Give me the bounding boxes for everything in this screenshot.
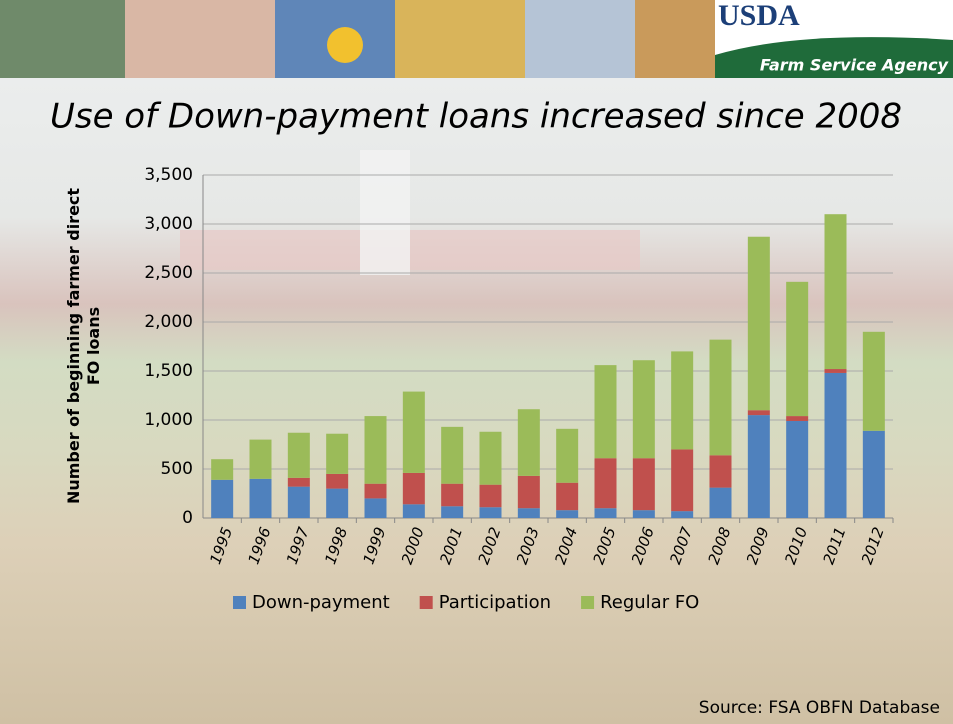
bar-segment xyxy=(748,237,770,410)
y-tick-label: 2,500 xyxy=(144,263,193,283)
legend-label: Participation xyxy=(439,592,551,613)
y-tick-label: 3,000 xyxy=(144,214,193,234)
slide: USDA Farm Service Agency Use of Down-pay… xyxy=(0,0,953,724)
bar-segment xyxy=(556,429,578,483)
bar-segment xyxy=(671,449,693,511)
y-tick-label: 1,500 xyxy=(144,361,193,381)
bar-segment xyxy=(441,506,463,518)
bar-segment xyxy=(710,488,732,518)
bar-segment xyxy=(326,474,348,489)
bar-segment xyxy=(365,416,387,484)
bar-segment xyxy=(825,369,847,373)
bar-segment xyxy=(825,373,847,518)
y-tick-label: 3,500 xyxy=(144,165,193,185)
bar-segment xyxy=(710,340,732,456)
bar-segment xyxy=(786,282,808,416)
bar-segment xyxy=(211,459,233,480)
banner-pigs xyxy=(125,0,275,78)
bar-segment xyxy=(595,365,617,458)
logo: USDA xyxy=(718,0,800,32)
bar-segment xyxy=(441,484,463,507)
bar-segment xyxy=(595,458,617,508)
banner-money xyxy=(0,0,125,78)
bar-segment xyxy=(480,485,502,508)
chart-title: Use of Down-payment loans increased sinc… xyxy=(50,97,902,137)
legend-label: Down-payment xyxy=(252,592,390,613)
bar-segment xyxy=(403,473,425,504)
bar-segment xyxy=(326,489,348,518)
bar-segment xyxy=(403,504,425,518)
bar-segment xyxy=(633,360,655,458)
bar-segment xyxy=(403,392,425,473)
y-tick-label: 500 xyxy=(161,459,193,479)
bar-segment xyxy=(441,427,463,484)
agency: Farm Service Agency xyxy=(760,56,949,75)
y-tick-label: 0 xyxy=(182,508,193,528)
bar-segment xyxy=(595,508,617,518)
bar-segment xyxy=(480,432,502,485)
bar-segment xyxy=(250,479,272,518)
bar-segment xyxy=(518,476,540,508)
y-tick-label: 1,000 xyxy=(144,410,193,430)
bar-segment xyxy=(863,332,885,431)
bar-segment xyxy=(556,510,578,518)
source: Source: FSA OBFN Database xyxy=(699,698,940,718)
bar-segment xyxy=(288,478,310,487)
bar-segment xyxy=(211,480,233,518)
bar-segment xyxy=(863,431,885,518)
bar-segment xyxy=(671,351,693,449)
banner: USDA Farm Service Agency xyxy=(0,0,953,78)
legend-swatch xyxy=(233,596,246,609)
silo xyxy=(360,150,410,275)
bar-segment xyxy=(786,421,808,518)
bar-segment xyxy=(748,415,770,518)
bar-segment xyxy=(671,511,693,518)
bar-segment xyxy=(288,433,310,478)
banner-wheat xyxy=(395,0,525,78)
bar-segment xyxy=(518,409,540,476)
bar-segment xyxy=(556,483,578,510)
bar-segment xyxy=(288,487,310,518)
bar-segment xyxy=(326,434,348,474)
bar-segment xyxy=(786,416,808,421)
legend-swatch xyxy=(420,596,433,609)
bar-segment xyxy=(710,455,732,487)
bar-segment xyxy=(518,508,540,518)
bar-segment xyxy=(365,498,387,518)
bar-segment xyxy=(250,440,272,479)
bar-segment xyxy=(633,510,655,518)
legend-label: Regular FO xyxy=(600,592,699,613)
bar-segment xyxy=(365,484,387,499)
bar-segment xyxy=(480,507,502,518)
legend-swatch xyxy=(581,596,594,609)
bar-segment xyxy=(633,458,655,510)
bar-segment xyxy=(748,410,770,415)
sunflower xyxy=(327,27,363,63)
y-tick-label: 2,000 xyxy=(144,312,193,332)
bar-segment xyxy=(825,214,847,369)
banner-peanuts xyxy=(635,0,715,78)
page: USDA Farm Service Agency Use of Down-pay… xyxy=(0,0,953,724)
banner-cotton xyxy=(525,0,635,78)
